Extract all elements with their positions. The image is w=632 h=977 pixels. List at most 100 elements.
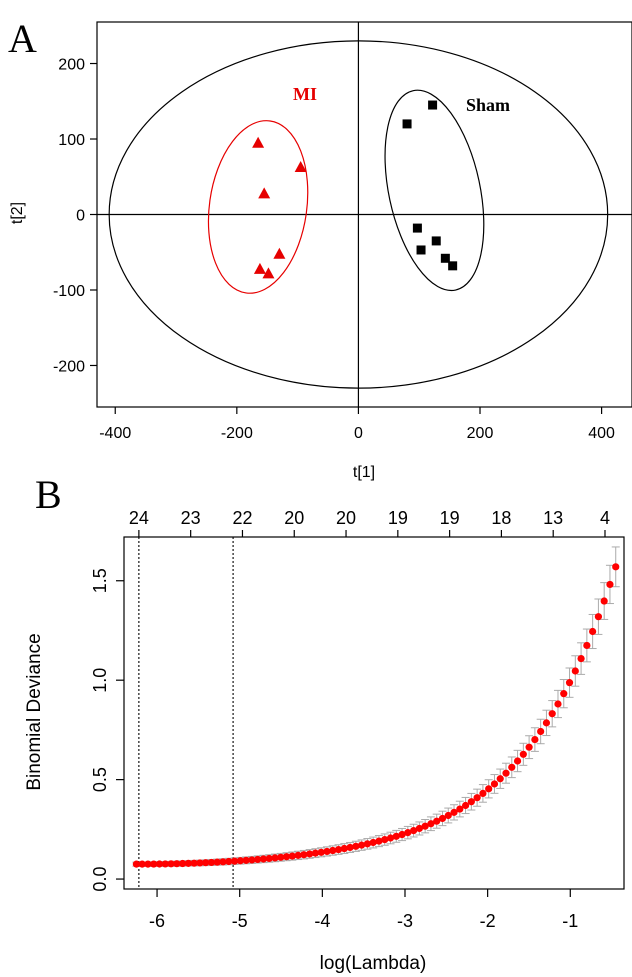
deviance-point	[467, 798, 475, 806]
panel-a-x-axis-title: t[1]	[353, 464, 375, 481]
deviance-point	[225, 857, 233, 866]
deviance-point	[519, 750, 527, 758]
ellipse-mi	[207, 120, 309, 294]
deviance-point	[363, 840, 372, 848]
deviance-point	[450, 808, 458, 816]
deviance-point	[508, 763, 516, 771]
top-tick-label: 24	[129, 508, 149, 528]
deviance-point	[589, 627, 597, 636]
deviance-point	[548, 710, 556, 718]
panel-a-letter: A	[8, 16, 37, 61]
deviance-point	[178, 859, 187, 868]
deviance-point	[132, 860, 140, 868]
deviance-point	[323, 847, 331, 856]
x-tick-label: -5	[232, 911, 248, 931]
top-tick-label: 18	[491, 508, 511, 528]
deviance-point	[306, 850, 314, 858]
deviance-point	[352, 842, 360, 850]
deviance-point	[294, 851, 302, 859]
mi-data-point	[294, 160, 307, 172]
y-tick-label: 1.0	[90, 668, 110, 693]
panel-a-plot: -400 -200 0 200 400 200 100 0 -100 -200	[53, 22, 632, 442]
sham-data-point	[440, 253, 450, 263]
deviance-point	[219, 858, 227, 866]
deviance-point	[427, 820, 435, 828]
deviance-point	[138, 860, 146, 868]
sham-data-point	[428, 100, 438, 110]
deviance-point	[300, 851, 308, 859]
x-tick-label: 0	[354, 425, 363, 442]
top-tick-label: 20	[336, 508, 356, 528]
deviance-point	[433, 817, 441, 825]
deviance-point	[513, 757, 522, 765]
deviance-point	[259, 855, 268, 863]
deviance-point	[334, 845, 343, 854]
deviance-point	[410, 827, 418, 835]
panel-b: B -6 -5 -4 -3 -2 -1 1.5 1.0 0.5 0.0 24 23 22 20 20 19 19…	[24, 472, 625, 974]
deviance-point	[456, 805, 464, 813]
top-tick-label: 13	[543, 508, 563, 528]
ellipse-hotelling-t2	[108, 40, 609, 389]
sham-data-point	[402, 119, 412, 129]
deviance-point	[577, 654, 585, 663]
mi-data-point	[273, 247, 286, 259]
deviance-point	[560, 690, 568, 698]
mi-data-point	[258, 187, 271, 199]
deviance-point	[381, 835, 389, 844]
deviance-point	[150, 860, 158, 868]
mi-data-point	[252, 136, 265, 148]
deviance-point	[340, 844, 348, 853]
deviance-point	[265, 854, 273, 863]
deviance-point	[571, 667, 579, 675]
y-tick-label: 0.5	[90, 767, 110, 792]
x-tick-label: -200	[221, 425, 253, 442]
deviance-point	[606, 580, 614, 589]
y-tick-label: 0	[76, 208, 85, 225]
deviance-point	[421, 822, 429, 830]
x-tick-label: -3	[397, 911, 413, 931]
deviance-point	[531, 735, 539, 744]
deviance-point	[311, 849, 320, 857]
deviance-point	[542, 719, 551, 727]
deviance-point	[317, 848, 325, 856]
panel-b-y-axis-title: Binomial Deviance	[24, 633, 45, 790]
panel-a: A -400 -200 0 200 400 200 100 0 -100 -200 t[1] t[…	[8, 16, 632, 481]
deviance-point	[565, 679, 574, 687]
deviance-point	[392, 832, 400, 840]
deviance-point	[288, 852, 296, 860]
deviance-point	[144, 860, 152, 868]
y-tick-label: 200	[58, 57, 85, 74]
top-tick-label: 20	[284, 508, 304, 528]
top-tick-label: 4	[600, 508, 610, 528]
deviance-point	[404, 829, 412, 837]
deviance-point	[358, 841, 366, 849]
deviance-point	[496, 775, 504, 783]
deviance-point	[583, 641, 591, 650]
deviance-point	[202, 859, 210, 867]
deviance-point	[537, 727, 545, 736]
sham-data-point	[416, 245, 426, 255]
deviance-point	[236, 857, 244, 865]
mi-data-point	[262, 267, 275, 279]
x-tick-label: -1	[562, 911, 578, 931]
deviance-point	[473, 794, 481, 802]
deviance-point	[248, 856, 256, 864]
deviance-point	[594, 613, 603, 621]
x-tick-label: -400	[99, 425, 131, 442]
deviance-point	[444, 811, 452, 820]
deviance-point	[398, 830, 406, 839]
deviance-point	[190, 859, 198, 867]
deviance-point	[167, 860, 175, 868]
mi-data-point	[253, 262, 266, 274]
panel-a-y-axis-title: t[2]	[9, 202, 26, 224]
deviance-point	[502, 769, 510, 777]
deviance-point	[196, 859, 204, 867]
deviance-point	[612, 563, 620, 571]
deviance-point	[346, 843, 354, 852]
deviance-point	[375, 837, 383, 845]
deviance-point	[490, 780, 499, 788]
y-tick-label: -100	[53, 283, 85, 300]
y-tick-label: 0.0	[90, 867, 110, 892]
x-tick-label: -4	[314, 911, 330, 931]
